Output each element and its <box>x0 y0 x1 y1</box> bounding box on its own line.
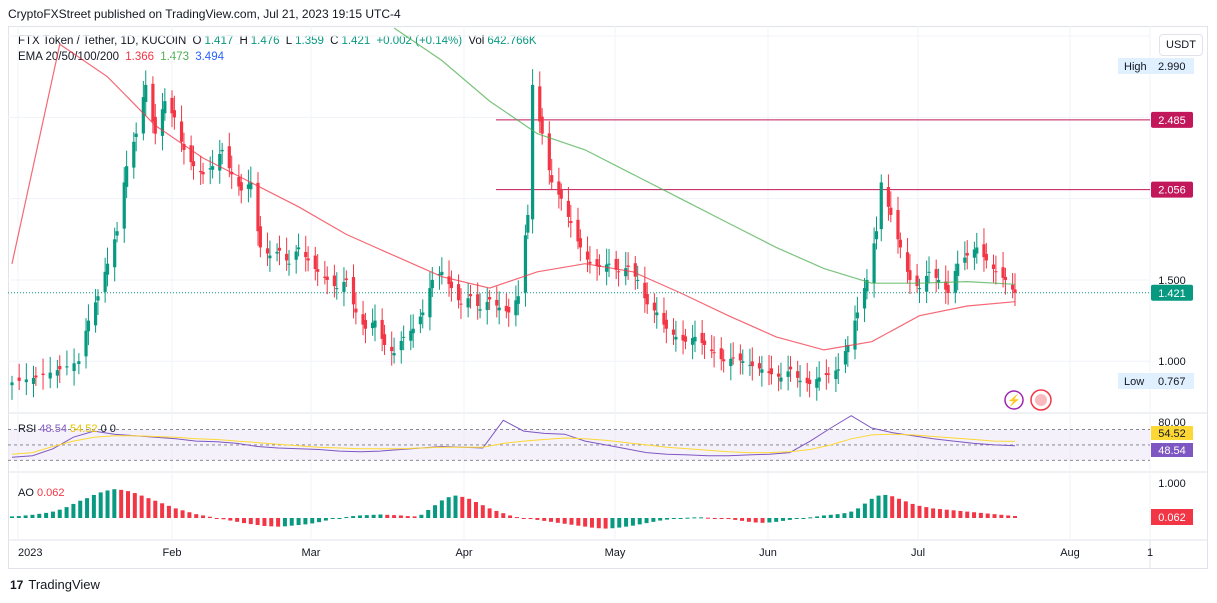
ema100-value: 3.494 <box>195 51 224 63</box>
rsi-ma-value: 54.52 <box>70 423 98 435</box>
ema50-value: 1.473 <box>160 51 189 63</box>
low-value: 1.359 <box>295 35 324 47</box>
ao-legend: AO 0.062 <box>18 487 65 499</box>
ao-label[interactable]: AO <box>18 487 34 499</box>
volume-label: Vol <box>468 35 485 47</box>
rsi-legend: RSI 48.54 54.52 0 0 <box>18 423 116 435</box>
currency-button[interactable]: USDT <box>1159 34 1203 56</box>
volume-value: 642.766K <box>487 35 537 47</box>
ema-label[interactable]: EMA 20/50/100/200 <box>18 51 120 63</box>
open-label: O <box>192 35 202 47</box>
symbol-title[interactable]: FTX Token / Tether, 1D, KUCOIN <box>18 35 187 47</box>
rsi-label[interactable]: RSI <box>18 423 37 435</box>
change-value: +0.002 (+0.14%) <box>376 35 463 47</box>
open-value: 1.417 <box>204 35 234 47</box>
ao-value: 0.062 <box>36 487 65 499</box>
ema20-value: 1.366 <box>125 51 155 63</box>
tradingview-brand[interactable]: 17 TradingView <box>10 577 100 592</box>
close-label: C <box>330 35 339 47</box>
high-label: H <box>239 35 248 47</box>
ema-legend: EMA 20/50/100/200 1.366 1.473 3.494 <box>18 51 227 63</box>
rsi-extra: 0 0 <box>100 423 116 435</box>
high-value: 1.476 <box>250 35 280 47</box>
close-value: 1.421 <box>341 35 371 47</box>
rsi-value: 48.54 <box>39 423 67 435</box>
brand-label: TradingView <box>28 577 100 592</box>
tradingview-logo-icon: 17 <box>10 577 24 592</box>
published-line: CryptoFXStreet published on TradingView.… <box>8 7 401 21</box>
low-label: L <box>285 35 293 47</box>
chart-frame <box>8 26 1208 569</box>
